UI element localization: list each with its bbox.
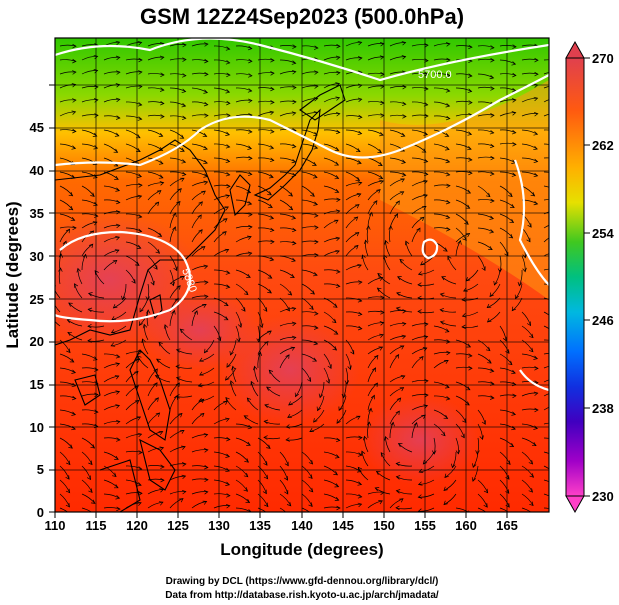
colorbar-label: 238 (592, 401, 614, 416)
y-tick-label: 0 (37, 505, 44, 520)
x-tick-label: 125 (167, 518, 189, 533)
colorbar-bottom-triangle (565, 495, 585, 514)
colorbar-scale (565, 57, 585, 497)
x-tick-label: 165 (496, 518, 518, 533)
plot-area: 5700.0 5880 (55, 38, 549, 512)
x-tick-label: 140 (291, 518, 313, 533)
height-contours (55, 38, 549, 392)
y-axis: 0 5 10 15 20 25 30 35 40 45 45 (30, 84, 55, 520)
x-tick-label: 160 (455, 518, 477, 533)
wind-streamlines (55, 40, 549, 512)
contour-label-5700: 5700.0 (418, 69, 452, 81)
y-tick-label: 40 (30, 163, 44, 178)
y-tick-label: 35 (30, 206, 44, 221)
x-tick-label: 130 (208, 518, 230, 533)
y-tick-label: 15 (30, 377, 44, 392)
colorbar-label: 254 (592, 226, 614, 241)
colorbar-label: 262 (592, 138, 614, 153)
credit-data: Data from http://database.rish.kyoto-u.a… (165, 590, 439, 601)
y-axis-title: Latitude (degrees) (3, 201, 22, 348)
x-axis: 110 115 120 125 130 135 140 145 150 155 … (45, 512, 518, 533)
y-tick-label: 5 (37, 462, 44, 477)
x-axis-title: Longitude (degrees) (220, 540, 383, 559)
x-tick-label: 120 (126, 518, 148, 533)
y-tick-label: 20 (30, 334, 44, 349)
x-tick-label: 115 (86, 518, 107, 533)
y-tick-label: 10 (30, 420, 44, 435)
colorbar-label: 230 (592, 489, 614, 504)
colorbar: 270 262 254 246 238 230 (565, 40, 614, 514)
colorbar-top-triangle (565, 40, 585, 59)
x-tick-label: 155 (414, 518, 436, 533)
x-tick-label: 110 (45, 518, 66, 533)
colorbar-label: 270 (592, 51, 614, 66)
x-tick-label: 135 (249, 518, 271, 533)
credit-drawing: Drawing by DCL (https://www.gfd-dennou.o… (166, 576, 439, 587)
colorbar-label: 246 (592, 313, 614, 328)
y-tick-label: 30 (30, 249, 44, 264)
x-tick-label: 150 (373, 518, 395, 533)
map-title: GSM 12Z24Sep2023 (500.0hPa) (140, 4, 464, 29)
x-tick-label: 145 (332, 518, 354, 533)
y-tick-label: 45 (30, 120, 44, 135)
graticule (55, 38, 549, 512)
y-tick-label: 25 (30, 292, 44, 307)
